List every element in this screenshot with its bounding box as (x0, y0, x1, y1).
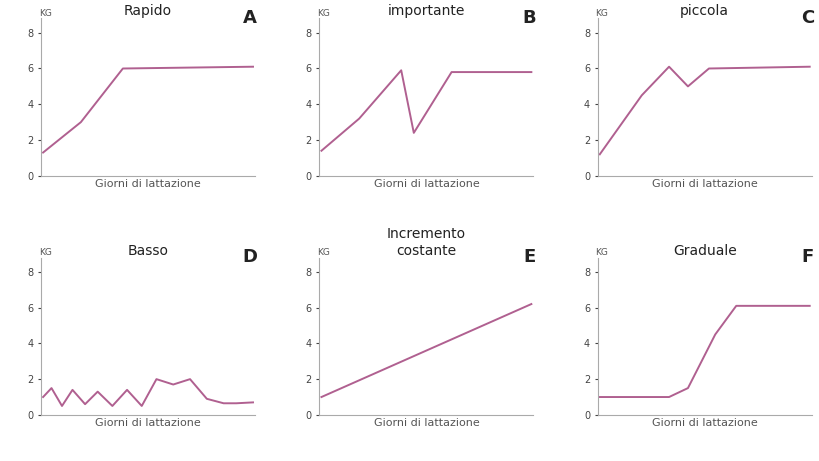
Text: KG: KG (317, 248, 330, 257)
Title: Caduta
piccola: Caduta piccola (679, 0, 729, 18)
X-axis label: Giorni di lattazione: Giorni di lattazione (373, 418, 478, 428)
Text: B: B (522, 9, 535, 27)
Text: KG: KG (317, 9, 330, 18)
Title: Graduale: Graduale (672, 243, 735, 258)
Text: D: D (242, 248, 257, 266)
X-axis label: Giorni di lattazione: Giorni di lattazione (651, 178, 757, 189)
Title: Rapido: Rapido (124, 5, 172, 18)
Text: C: C (799, 9, 813, 27)
Title: Basso: Basso (128, 243, 169, 258)
Text: A: A (243, 9, 257, 27)
Text: E: E (523, 248, 535, 266)
X-axis label: Giorni di lattazione: Giorni di lattazione (651, 418, 757, 428)
X-axis label: Giorni di lattazione: Giorni di lattazione (373, 178, 478, 189)
Text: KG: KG (595, 9, 608, 18)
Text: KG: KG (595, 248, 608, 257)
Text: KG: KG (38, 9, 52, 18)
Title: Diminuzione
importante: Diminuzione importante (382, 0, 469, 18)
Text: F: F (801, 248, 813, 266)
X-axis label: Giorni di lattazione: Giorni di lattazione (95, 178, 201, 189)
Title: Incremento
costante: Incremento costante (387, 227, 465, 258)
X-axis label: Giorni di lattazione: Giorni di lattazione (95, 418, 201, 428)
Text: KG: KG (38, 248, 52, 257)
